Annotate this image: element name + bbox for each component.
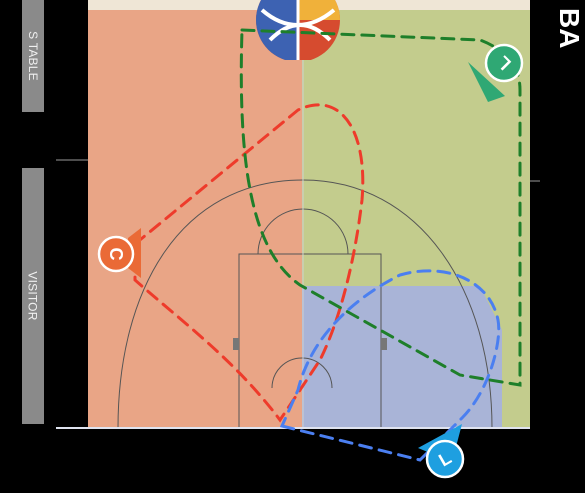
blue-zone[interactable] [302, 286, 502, 428]
visitor-bench-label: VISITOR [22, 168, 44, 424]
restricted-arc [271, 357, 333, 389]
red-zone[interactable] [88, 10, 302, 428]
player-c-letter: C [106, 248, 126, 261]
player-marker-c[interactable]: C [97, 228, 141, 278]
block-mark [233, 338, 239, 350]
player-marker-l-green[interactable]: L [468, 43, 524, 102]
blue-route[interactable] [279, 269, 501, 462]
player-marker-l-blue[interactable]: L [418, 424, 465, 479]
scorers-table-label: S TABLE [22, 0, 44, 112]
block-mark [381, 338, 387, 350]
red-route[interactable] [133, 103, 365, 423]
basketball-logo-icon [256, 0, 340, 60]
